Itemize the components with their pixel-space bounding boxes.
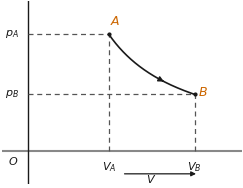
Text: A: A <box>111 15 120 28</box>
Text: V: V <box>146 175 153 185</box>
Text: O: O <box>8 157 17 167</box>
Text: $p_A$: $p_A$ <box>5 28 19 40</box>
Text: $p_B$: $p_B$ <box>5 88 19 100</box>
Text: B: B <box>199 86 208 99</box>
Text: $V_B$: $V_B$ <box>187 160 202 174</box>
Text: $V_A$: $V_A$ <box>102 160 116 174</box>
